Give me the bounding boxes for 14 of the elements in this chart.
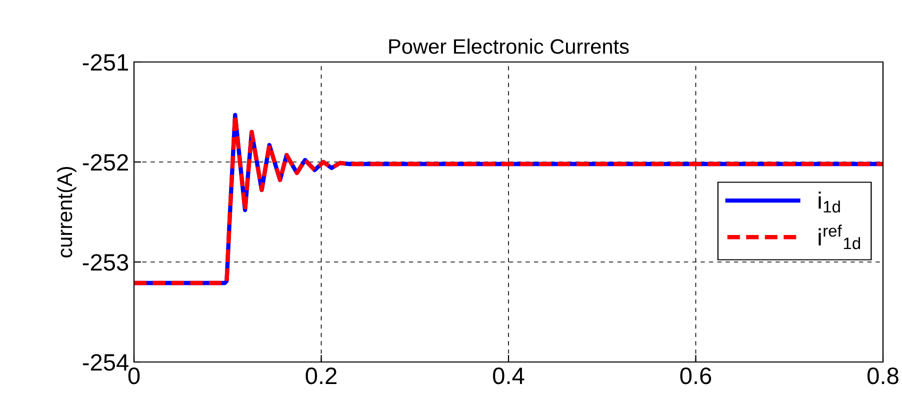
legend-label: i$_{1d}$ [818, 192, 840, 213]
x-tick-label: 0.4 [493, 367, 524, 384]
chart-title: Power Electronic Currents [389, 38, 629, 54]
y-axis-title: current(A) [56, 166, 76, 258]
y-tick-label: -252 [82, 154, 128, 171]
x-tick-label: 0.2 [306, 367, 336, 384]
x-tick-label: 0.8 [868, 367, 898, 384]
y-tick-label: -251 [82, 54, 128, 71]
y-tick-label: -253 [82, 254, 128, 271]
x-tick-label: 0.6 [680, 367, 712, 384]
line-series [134, 112, 883, 286]
x-tick-label: 0 [128, 367, 140, 384]
y-tick-label: -254 [82, 354, 128, 371]
legend-label: i$^{ref}$$_{1d}$ [818, 224, 860, 250]
